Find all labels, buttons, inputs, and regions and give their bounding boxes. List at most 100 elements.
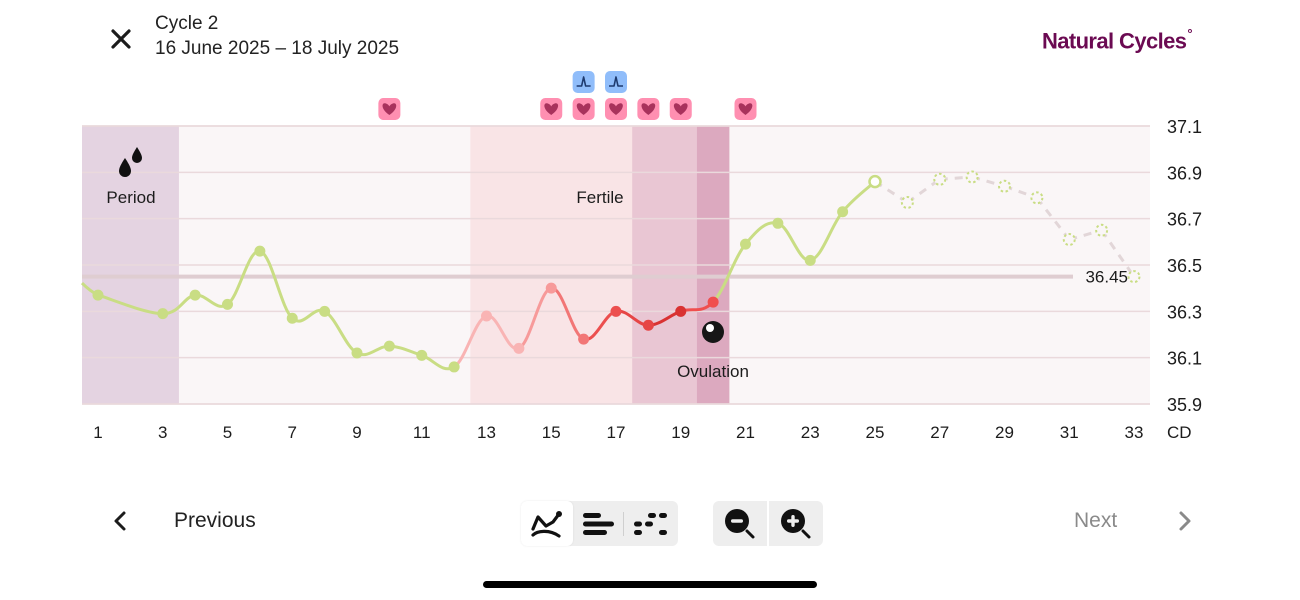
intercourse-marker[interactable]: [734, 98, 757, 120]
brand-mark: °: [1187, 26, 1192, 41]
dots-view-button[interactable]: [624, 501, 676, 546]
intercourse-marker[interactable]: [540, 98, 563, 120]
temperature-point[interactable]: [772, 217, 784, 229]
x-tick-label: 9: [352, 423, 361, 442]
temperature-point[interactable]: [804, 254, 816, 266]
predicted-temperature-point[interactable]: [1062, 233, 1076, 247]
temperature-point[interactable]: [448, 361, 460, 373]
period-label: Period: [106, 188, 155, 207]
intercourse-marker[interactable]: [378, 98, 401, 120]
x-tick-label: 11: [413, 423, 431, 442]
temperature-point[interactable]: [642, 319, 654, 331]
temperature-point[interactable]: [481, 310, 492, 322]
home-indicator: [483, 581, 817, 588]
y-tick-label: 37.1: [1167, 117, 1202, 137]
x-tick-label: 3: [158, 423, 167, 442]
lh-test-marker[interactable]: [605, 71, 627, 93]
temperature-point[interactable]: [92, 289, 104, 301]
bottom-toolbar: Previous: [0, 496, 1300, 552]
intercourse-marker[interactable]: [572, 98, 595, 120]
temperature-point[interactable]: [383, 340, 395, 352]
predicted-temperature-point[interactable]: [933, 172, 947, 186]
x-axis-unit-label: CD: [1167, 423, 1192, 442]
y-tick-label: 36.7: [1167, 210, 1202, 230]
x-tick-label: 31: [1060, 423, 1079, 442]
heart-icon: [673, 103, 688, 115]
previous-label: Previous: [174, 509, 256, 532]
x-tick-label: 23: [801, 423, 820, 442]
y-tick-label: 35.9: [1167, 395, 1202, 415]
x-tick-label: 19: [671, 423, 690, 442]
segment-divider: [623, 511, 624, 536]
temperature-point[interactable]: [189, 289, 201, 301]
line-chart-view-button[interactable]: [521, 501, 573, 546]
predicted-temperature-point[interactable]: [900, 195, 914, 209]
temperature-point[interactable]: [254, 245, 266, 257]
temperature-point[interactable]: [222, 298, 233, 310]
intercourse-marker[interactable]: [605, 98, 627, 120]
brand-logo: Natural Cycles°: [1042, 26, 1193, 54]
zoom-in-icon: [781, 508, 811, 538]
zoom-out-button[interactable]: [713, 501, 767, 546]
blood-drops-icon: [119, 147, 142, 177]
predicted-line-segment: [906, 178, 941, 204]
temperature-point[interactable]: [319, 305, 331, 317]
x-tick-label: 1: [93, 423, 102, 442]
bars-view-button[interactable]: [573, 501, 623, 546]
temperature-point[interactable]: [286, 312, 298, 324]
predicted-line-segment: [1100, 229, 1136, 278]
close-button[interactable]: [106, 24, 136, 54]
heart-icon: [609, 103, 623, 115]
view-mode-segmented-control: [521, 501, 678, 546]
intercourse-marker[interactable]: [637, 98, 660, 120]
line-chart-icon: [531, 510, 562, 538]
temperature-point[interactable]: [351, 347, 363, 359]
temperature-point[interactable]: [837, 206, 849, 218]
temperature-point-today[interactable]: [868, 174, 882, 189]
previous-cycle-button[interactable]: Previous: [108, 506, 256, 536]
zoom-control: [713, 501, 823, 546]
y-tick-label: 36.5: [1167, 256, 1202, 276]
y-tick-label: 36.1: [1167, 349, 1202, 369]
x-tick-label: 25: [866, 423, 885, 442]
predicted-temperature-point[interactable]: [1095, 223, 1109, 237]
predicted-temperature-point[interactable]: [965, 170, 979, 184]
temperature-point[interactable]: [675, 305, 687, 317]
lh-peak-icon: [609, 76, 623, 87]
heart-icon: [641, 103, 656, 115]
temperature-point[interactable]: [513, 342, 525, 354]
next-cycle-button[interactable]: Next: [1074, 506, 1197, 536]
heart-icon: [544, 103, 559, 115]
predicted-temperature-point[interactable]: [1030, 191, 1044, 205]
x-tick-label: 27: [930, 423, 949, 442]
temperature-point[interactable]: [545, 282, 557, 294]
x-tick-label: 13: [477, 423, 496, 442]
coverline-label: 36.45: [1085, 268, 1128, 287]
temperature-point[interactable]: [416, 349, 428, 361]
chevron-left-icon: [114, 511, 126, 531]
x-tick-label: 33: [1125, 423, 1144, 442]
heart-icon: [738, 103, 753, 115]
lh-test-marker[interactable]: [572, 71, 595, 93]
temperature-point[interactable]: [707, 296, 719, 308]
predicted-temperature-point[interactable]: [1127, 270, 1141, 284]
predicted-temperature-point[interactable]: [998, 179, 1011, 193]
bars-icon: [583, 512, 614, 535]
temperature-point[interactable]: [157, 308, 169, 320]
temperature-point[interactable]: [740, 238, 751, 250]
temperature-point[interactable]: [610, 305, 622, 317]
heart-icon: [382, 103, 397, 115]
next-label: Next: [1074, 509, 1118, 532]
y-tick-label: 36.3: [1167, 302, 1202, 322]
x-tick-label: 21: [736, 423, 755, 442]
x-tick-label: 29: [995, 423, 1014, 442]
zoom-in-button[interactable]: [769, 501, 823, 546]
heart-icon: [576, 103, 591, 115]
x-tick-label: 7: [288, 423, 297, 442]
zoom-divider: [767, 501, 769, 546]
x-tick-label: 17: [607, 423, 626, 442]
temperature-point[interactable]: [578, 333, 590, 345]
ovulation-icon: [702, 321, 724, 343]
intercourse-marker[interactable]: [669, 98, 692, 120]
